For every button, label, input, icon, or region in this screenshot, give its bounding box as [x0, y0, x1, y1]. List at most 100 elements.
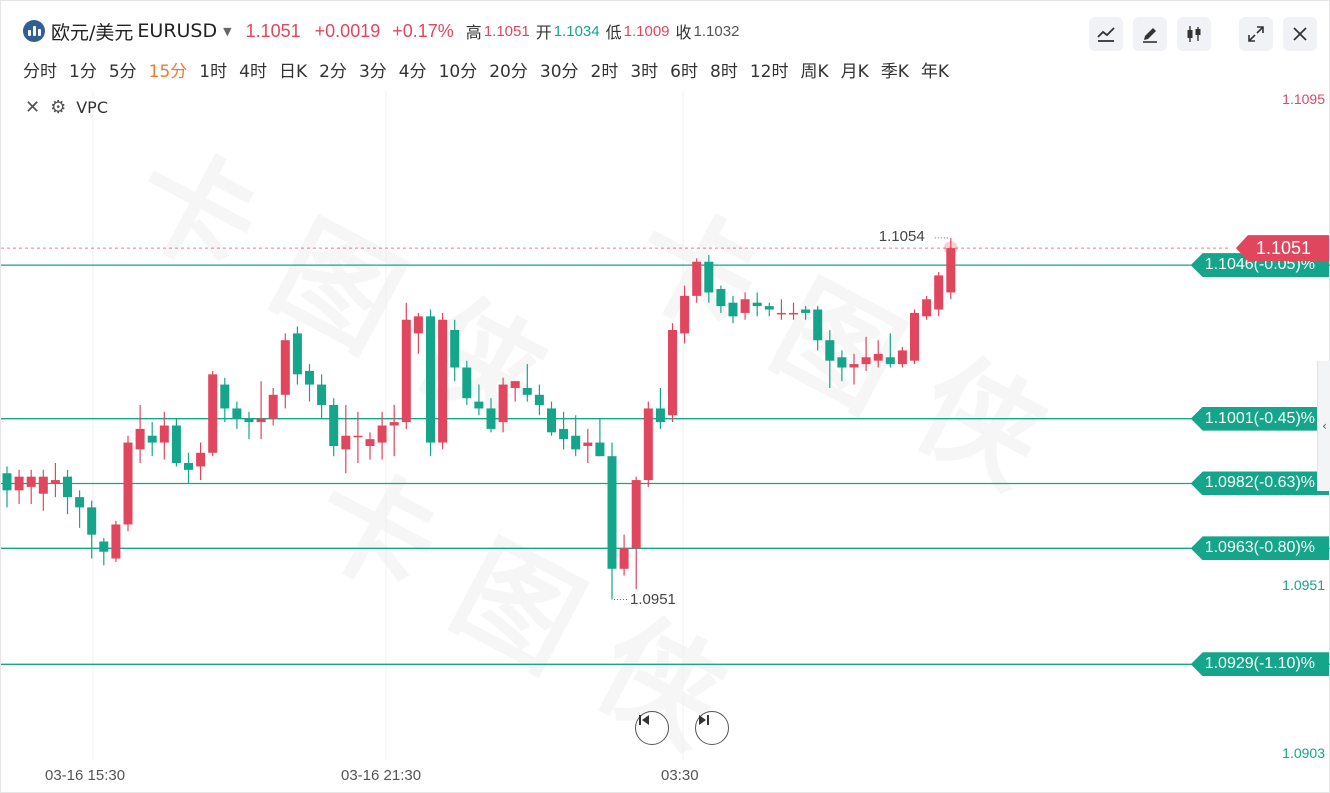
candle-body [897, 350, 907, 365]
candle-body [910, 312, 919, 361]
candle-body [111, 524, 121, 559]
level-price-tag[interactable]: 1.1001(-0.45)% [1190, 406, 1329, 431]
candlestick-chart[interactable]: 卡 图 侠 卡 图 侠 卡 图 侠 ✕ ⚙ VPC 1.1095 1.0951 … [1, 91, 1330, 793]
candle-body [14, 476, 24, 491]
candle-body [63, 476, 72, 498]
candle-body [389, 422, 399, 426]
timeframe-tab[interactable]: 6时 [670, 62, 698, 82]
indicator-name[interactable]: VPC [76, 98, 108, 117]
axis-price-bottom: 1.0903 [1282, 745, 1325, 761]
candle-body [196, 452, 206, 467]
candle-body [776, 312, 786, 315]
level-price-tag[interactable]: 1.0963(-0.80)% [1190, 536, 1329, 561]
timeframe-tab[interactable]: 5分 [108, 62, 137, 82]
candle-body [861, 357, 871, 365]
timeframe-tab[interactable]: 4分 [398, 62, 427, 82]
candle-body [450, 329, 460, 368]
timeframe-tab[interactable]: 1时 [199, 62, 228, 82]
candle-body [655, 408, 665, 423]
expand-icon[interactable] [1239, 17, 1273, 51]
timeframe-tab[interactable]: 10分 [438, 62, 478, 82]
close-icon[interactable] [1283, 17, 1317, 51]
candle-body [522, 387, 532, 395]
timeframe-tab[interactable]: 15分 [148, 62, 188, 82]
candle-body [595, 442, 605, 457]
pencil-icon[interactable] [1133, 17, 1167, 51]
timeframe-tab[interactable]: 分时 [23, 62, 57, 82]
candle-body [873, 353, 883, 361]
candle-body [2, 473, 12, 491]
price-change-pct: +0.17% [392, 20, 454, 41]
level-price-tag[interactable]: 1.0982(-0.63)% [1190, 471, 1329, 496]
timeframe-tab[interactable]: 季K [880, 62, 909, 82]
timeframe-tab[interactable]: 4时 [239, 62, 267, 82]
candle-body [837, 357, 847, 368]
candle-body [680, 295, 690, 334]
remove-indicator-icon[interactable]: ✕ [25, 97, 41, 118]
candle-body [329, 405, 339, 446]
symbol-code[interactable]: EURUSD [137, 20, 218, 42]
timeframe-tab[interactable]: 1分 [69, 62, 97, 82]
candle-body [38, 476, 48, 494]
side-panel-toggle[interactable]: ‹ [1317, 361, 1330, 491]
ohlc-label: 开 [535, 23, 552, 42]
timeframe-tab[interactable]: 3分 [358, 62, 387, 82]
candle-body [99, 541, 109, 552]
current-price-tag: 1.1051 [1235, 235, 1329, 262]
candle-body [583, 442, 593, 446]
candle-body [317, 384, 327, 406]
plot-area[interactable] [1, 91, 1330, 793]
candle-body [934, 275, 944, 310]
candle-body [365, 439, 375, 446]
candle-body [716, 289, 726, 307]
candle-body [280, 340, 290, 395]
timeframe-tab[interactable]: 月K [840, 62, 869, 82]
timeframe-tab[interactable]: 20分 [489, 62, 528, 82]
timeframe-tab[interactable]: 周K [800, 62, 829, 82]
timeframe-tabs: 分时 1分 5分 15分 1时 4时 日K 2分 3分 4分 10分 20分 30分 2时 3时 6时 8时 12… [23, 57, 961, 82]
scroll-forward-button[interactable] [695, 711, 729, 745]
candle-body [752, 302, 762, 307]
candle-body [474, 401, 484, 409]
candle-body [668, 329, 677, 416]
settings-gear-icon[interactable]: ⚙ [50, 97, 67, 118]
timeframe-tab[interactable]: 2时 [590, 62, 619, 82]
candles-icon[interactable] [1177, 17, 1211, 51]
candle-body [813, 309, 823, 341]
candle-body [426, 316, 435, 443]
timeframe-tab[interactable]: 年K [920, 62, 950, 82]
candle-body [208, 374, 218, 453]
candle-body [244, 418, 254, 423]
candle-body [377, 425, 387, 443]
candle-body [849, 364, 859, 368]
candle-body [462, 367, 472, 399]
axis-price-mid: 1.0951 [1282, 577, 1325, 593]
candle-body [75, 497, 85, 508]
low-marker-label: 1.0951 [630, 591, 676, 609]
symbol-dropdown-icon[interactable]: ▼ [223, 24, 232, 38]
scroll-back-button[interactable] [635, 711, 669, 745]
candle-body [643, 408, 653, 481]
candle-body [123, 442, 133, 525]
ohlc-value: 1.1051 [483, 22, 530, 40]
symbol-name[interactable]: 欧元/美元 [51, 21, 134, 44]
timeframe-tab[interactable]: 3时 [630, 62, 659, 82]
candle-body [801, 309, 811, 313]
ohlc-label: 收 [675, 23, 692, 42]
timeframe-tab[interactable]: 2分 [319, 62, 347, 82]
skip-back-icon [639, 715, 649, 725]
timeframe-tab[interactable]: 8时 [710, 62, 738, 82]
candle-body [571, 435, 581, 450]
candle-body [268, 394, 278, 419]
candle-body [232, 408, 242, 419]
candle-body [147, 435, 157, 443]
candle-body [184, 463, 193, 470]
line-tool-icon[interactable] [1089, 17, 1123, 51]
timeframe-tab[interactable]: 12时 [749, 62, 789, 82]
timeframe-tab[interactable]: 日K [278, 62, 308, 82]
level-price-tag[interactable]: 1.0929(-1.10)% [1190, 652, 1329, 677]
timeframe-tab[interactable]: 30分 [539, 62, 579, 82]
candle-body [922, 299, 932, 317]
last-price: 1.1051 [245, 20, 301, 41]
